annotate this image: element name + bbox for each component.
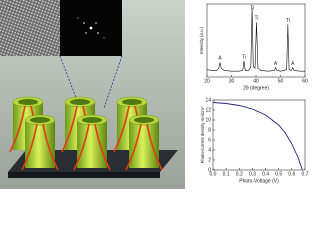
- tube-hole: [122, 99, 142, 105]
- x-axis-label: Photo-Voltage (V): [239, 178, 279, 184]
- peak-label: A: [291, 61, 295, 67]
- plot-frame: [212, 99, 306, 171]
- tube-body: [25, 120, 55, 168]
- tube-hole: [18, 99, 38, 105]
- peak-label: Ti: [254, 16, 258, 22]
- nanotubes: [9, 96, 163, 171]
- flow-arrow: [113, 105, 130, 153]
- x-tick-label: 30: [229, 78, 235, 84]
- peak-label: Ti: [242, 54, 246, 60]
- tube-hole: [82, 117, 102, 123]
- x-tick-label: 0.2: [236, 171, 243, 177]
- flow-arrow: [146, 123, 163, 171]
- fft-spots: [77, 17, 105, 39]
- x-axis-label: 2θ (degree): [243, 85, 269, 91]
- substrate-side: [8, 172, 160, 178]
- page: {"chart_data": [ {"type": "line", "ylabe…: [0, 0, 310, 189]
- data-line: [212, 102, 303, 171]
- flow-arrow: [73, 123, 90, 171]
- x-tick-label: 0.4: [262, 171, 269, 177]
- peak-label: A: [218, 56, 222, 62]
- flow-arrow: [61, 105, 78, 153]
- x-tick-label: 0.3: [249, 171, 256, 177]
- y-tick-label: 4: [208, 147, 211, 153]
- tube-hole: [30, 117, 50, 123]
- tube-hole: [70, 99, 90, 105]
- peak-label: A: [274, 61, 278, 67]
- flow-arrow: [94, 123, 111, 171]
- y-tick-label: 8: [208, 127, 211, 133]
- y-tick-label: 12: [205, 107, 211, 113]
- y-tick-label: 14: [205, 97, 211, 103]
- x-tick-label: 60: [302, 78, 308, 84]
- x-tick-label: 0.5: [275, 171, 282, 177]
- flow-arrow: [42, 123, 59, 171]
- tem-image: [0, 0, 60, 56]
- peak-label: Ti: [286, 18, 290, 24]
- zoom-line: [103, 55, 123, 109]
- data-line: [206, 7, 305, 72]
- flow-arrow: [9, 105, 26, 153]
- tube-body: [77, 120, 107, 168]
- illustration: [0, 0, 185, 189]
- x-tick-label: 50: [278, 78, 284, 84]
- flow-arrow: [21, 123, 38, 171]
- flow-arrow: [125, 123, 142, 171]
- tube-hole: [134, 117, 154, 123]
- y-tick-label: 0: [208, 167, 211, 173]
- x-tick-label: 0.0: [210, 171, 217, 177]
- peak-label: Ti: [250, 5, 254, 11]
- y-axis-label: Photo-current density mA/cm²: [200, 106, 205, 163]
- x-tick-label: 0.6: [288, 171, 295, 177]
- y-tick-label: 10: [205, 117, 211, 123]
- y-axis-label: Intensity (a.u.): [199, 26, 204, 54]
- y-tick-label: 2: [208, 157, 211, 163]
- x-tick-label: 20: [204, 78, 210, 84]
- x-tick-label: 0.7: [302, 171, 309, 177]
- tube-body: [129, 120, 159, 168]
- x-tick-label: 0.1: [223, 171, 230, 177]
- y-tick-label: 6: [208, 137, 211, 143]
- x-tick-label: 40: [253, 78, 259, 84]
